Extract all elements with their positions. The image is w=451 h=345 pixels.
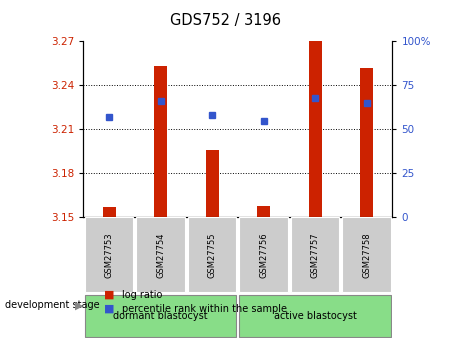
Bar bbox=[188, 217, 236, 292]
Bar bbox=[308, 41, 322, 217]
Bar bbox=[257, 206, 270, 217]
Text: GSM27757: GSM27757 bbox=[311, 232, 320, 278]
Text: ■: ■ bbox=[104, 304, 114, 314]
Bar bbox=[154, 66, 167, 217]
Bar bbox=[85, 295, 236, 337]
Bar bbox=[103, 207, 115, 217]
Text: ■: ■ bbox=[104, 290, 114, 300]
Text: dormant blastocyst: dormant blastocyst bbox=[113, 311, 208, 321]
Text: percentile rank within the sample: percentile rank within the sample bbox=[122, 304, 287, 314]
Bar bbox=[137, 217, 185, 292]
Text: active blastocyst: active blastocyst bbox=[274, 311, 357, 321]
Bar bbox=[291, 217, 339, 292]
Bar bbox=[360, 68, 373, 217]
Text: GDS752 / 3196: GDS752 / 3196 bbox=[170, 13, 281, 28]
Text: GSM27753: GSM27753 bbox=[105, 232, 114, 278]
Text: GSM27756: GSM27756 bbox=[259, 232, 268, 278]
Bar bbox=[342, 217, 391, 292]
Text: log ratio: log ratio bbox=[122, 290, 162, 300]
Text: development stage: development stage bbox=[5, 300, 99, 310]
Bar bbox=[85, 217, 133, 292]
Text: GSM27755: GSM27755 bbox=[207, 232, 216, 277]
Text: GSM27754: GSM27754 bbox=[156, 232, 165, 277]
Text: ▶: ▶ bbox=[75, 300, 83, 310]
Text: GSM27758: GSM27758 bbox=[362, 232, 371, 278]
Bar bbox=[239, 295, 391, 337]
Bar bbox=[206, 150, 219, 217]
Bar bbox=[239, 217, 288, 292]
